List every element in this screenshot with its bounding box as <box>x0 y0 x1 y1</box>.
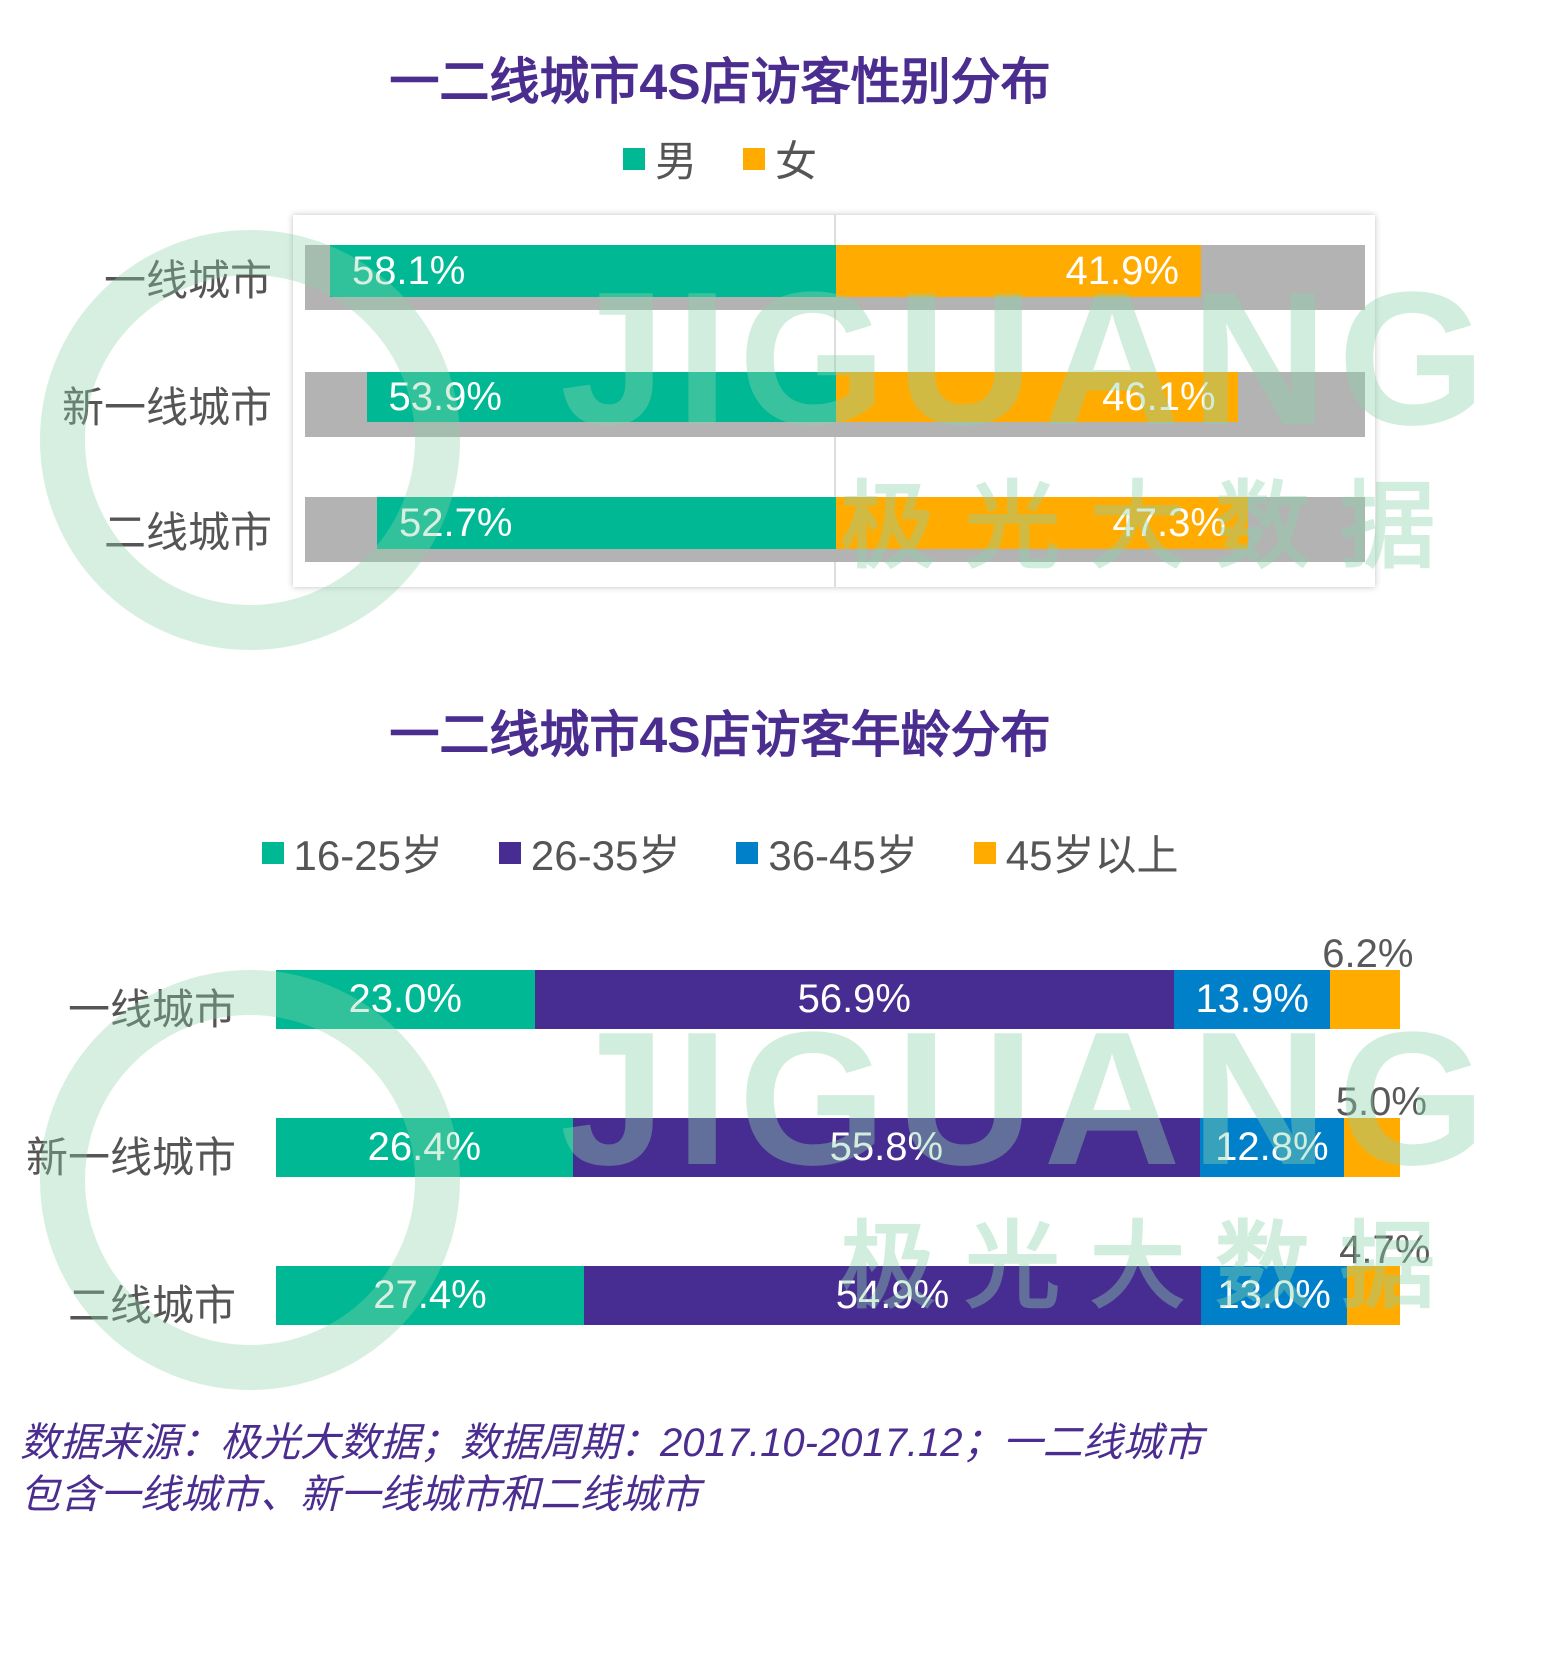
bar-female: 41.9% <box>836 245 1201 297</box>
legend-swatch <box>973 841 996 864</box>
legend-item: 26-35岁 <box>498 822 681 883</box>
legend-label: 26-35岁 <box>530 832 681 879</box>
legend-label: 16-25岁 <box>293 832 443 879</box>
legend-swatch <box>736 841 759 864</box>
watermark-logo-icon-2 <box>40 970 460 1390</box>
bar-segment: 12.8% <box>1199 1118 1344 1177</box>
legend-item: 女 <box>743 128 817 189</box>
legend-item: 45岁以上 <box>973 822 1179 883</box>
footer-line-2: 包含一线城市、新一线城市和二线城市 <box>20 1473 700 1517</box>
gender-chart-title: 一二线城市4S店访客性别分布 <box>389 54 1051 110</box>
data-label: 4.7% <box>1339 1228 1431 1272</box>
data-label: 41.9% <box>1065 248 1179 293</box>
bar-segment: 54.9% <box>583 1266 1202 1325</box>
legend-item: 36-45岁 <box>736 822 918 883</box>
bar-segment <box>1347 1266 1400 1325</box>
data-label: 13.0% <box>1217 1273 1331 1317</box>
bar-female: 46.1% <box>836 372 1238 422</box>
legend-label: 36-45岁 <box>768 832 918 879</box>
legend-label: 女 <box>775 138 818 185</box>
bar-segment <box>1343 1118 1400 1177</box>
data-label: 12.8% <box>1215 1125 1329 1169</box>
legend-label: 45岁以上 <box>1005 832 1179 879</box>
data-label: 56.9% <box>797 977 911 1021</box>
bar-segment: 13.9% <box>1174 970 1331 1029</box>
data-label: 5.0% <box>1335 1080 1427 1124</box>
age-chart-title: 一二线城市4S店访客年龄分布 <box>389 707 1051 763</box>
data-label: 54.9% <box>835 1273 950 1317</box>
watermark-logo-icon <box>40 230 460 650</box>
data-label: 46.1% <box>1102 374 1216 419</box>
legend-swatch <box>622 147 645 170</box>
bar-segment: 55.8% <box>572 1118 1200 1177</box>
legend-item: 男 <box>622 128 697 189</box>
data-label: 13.9% <box>1195 977 1309 1021</box>
bar-male: 58.1% <box>329 245 836 297</box>
data-label: 55.8% <box>829 1125 944 1169</box>
bar-segment <box>1330 970 1400 1029</box>
bar-segment: 13.0% <box>1201 1266 1348 1325</box>
legend-swatch <box>743 147 765 170</box>
data-label: 6.2% <box>1322 932 1414 976</box>
gender-legend: 男女 <box>0 128 1440 189</box>
legend-swatch <box>498 841 521 864</box>
bar-segment: 56.9% <box>534 970 1175 1029</box>
footer-line-1: 数据来源：极光大数据；数据周期：2017.10-2017.12；一二线城市 <box>20 1421 1203 1465</box>
legend-swatch <box>261 841 284 864</box>
age-legend: 16-25岁 26-35岁 36-45岁 45岁以上 <box>0 822 1440 883</box>
bar-female: 47.3% <box>836 497 1248 549</box>
legend-label: 男 <box>654 138 697 185</box>
legend-item: 16-25岁 <box>261 822 443 883</box>
data-label: 47.3% <box>1112 500 1226 545</box>
